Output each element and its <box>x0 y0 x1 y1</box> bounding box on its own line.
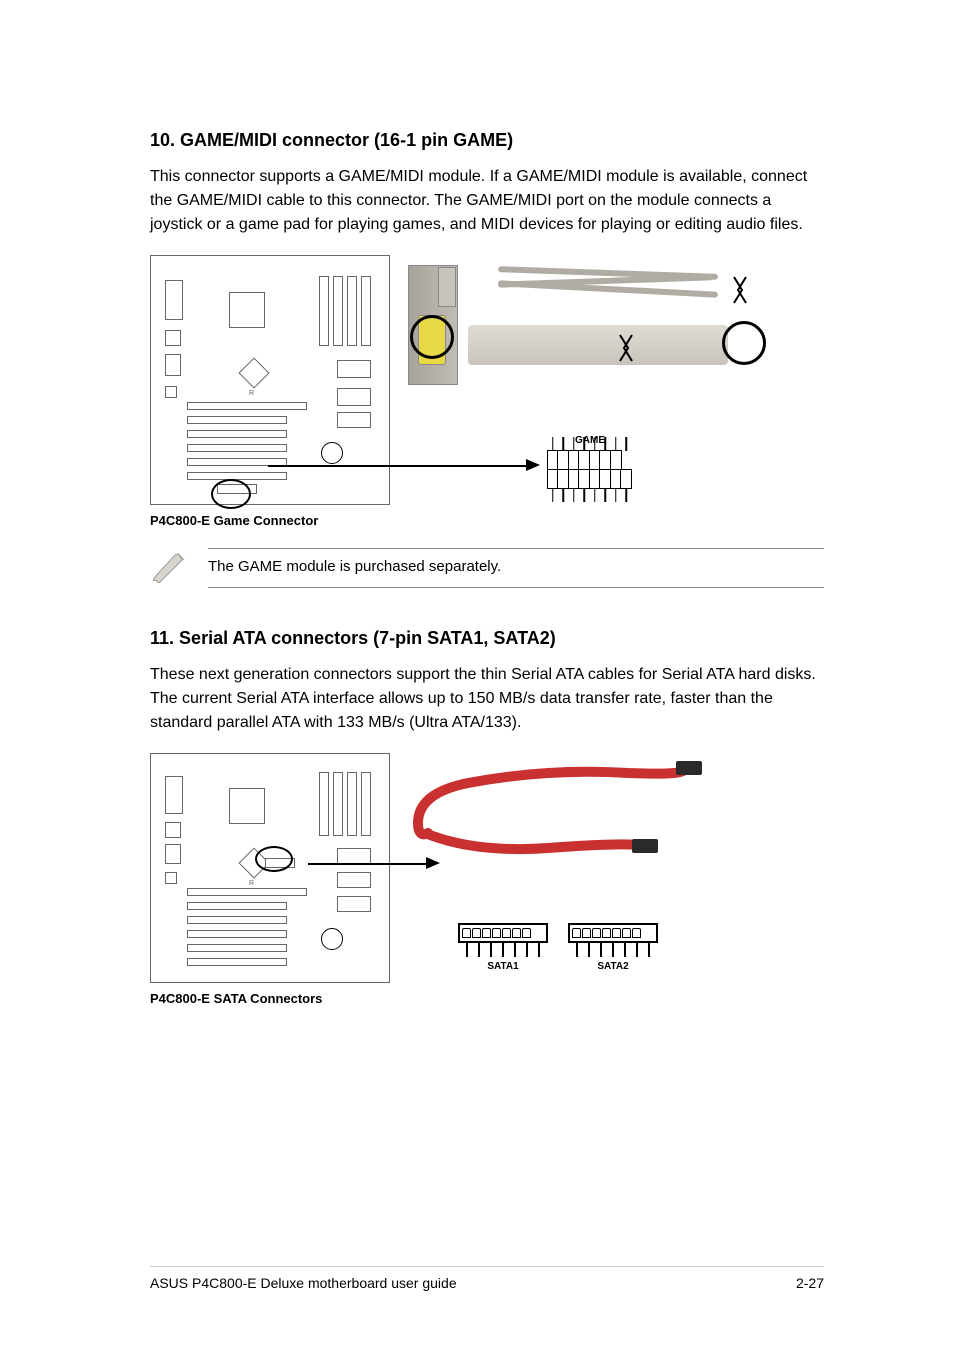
callout-arrow <box>268 465 528 467</box>
note-game: The GAME module is purchased separately. <box>150 548 824 588</box>
sata-cable-image <box>408 753 708 873</box>
sata-connector-highlight <box>255 846 293 872</box>
section-11-heading: 11. Serial ATA connectors (7-pin SATA1, … <box>150 628 824 649</box>
section-title: Serial ATA connectors (7-pin SATA1, SATA… <box>179 628 556 648</box>
sata2-label: SATA2 <box>568 961 658 972</box>
section-10-body: This connector supports a GAME/MIDI modu… <box>150 165 824 237</box>
connector-photo-area: GAME <box>408 255 824 385</box>
figure-sata-connector: R P4C800-E SATA Connectors <box>150 753 824 1006</box>
cable-end-circle <box>722 321 766 365</box>
motherboard-diagram: R P4C800-E Game Connector <box>150 255 390 528</box>
footer-left: ASUS P4C800-E Deluxe motherboard user gu… <box>150 1275 457 1291</box>
section-11: 11. Serial ATA connectors (7-pin SATA1, … <box>150 628 824 1006</box>
section-number: 11. <box>150 628 174 648</box>
sata-pin-diagrams: SATA1 SATA2 <box>458 923 658 972</box>
note-text: The GAME module is purchased separately. <box>208 548 824 585</box>
figure-game-connector: R P4C800-E Game Connector <box>150 255 824 528</box>
note-icon <box>150 550 190 586</box>
sata2-connector: SATA2 <box>568 923 658 972</box>
section-11-body: These next generation connectors support… <box>150 663 824 735</box>
game-connector-highlight <box>211 479 251 509</box>
sata1-label: SATA1 <box>458 961 548 972</box>
callout-arrow-sata <box>308 863 428 865</box>
motherboard-diagram-sata: R P4C800-E SATA Connectors <box>150 753 390 1006</box>
section-10-heading: 10. GAME/MIDI connector (16-1 pin GAME) <box>150 130 824 151</box>
connector-label: GAME <box>548 435 632 446</box>
sata-photo-area: SATA1 SATA2 <box>408 753 824 873</box>
figure-caption-game: P4C800-E Game Connector <box>150 513 390 528</box>
section-10: 10. GAME/MIDI connector (16-1 pin GAME) … <box>150 130 824 588</box>
sata1-connector: SATA1 <box>458 923 548 972</box>
section-number: 10. <box>150 130 175 150</box>
footer-right: 2-27 <box>796 1275 824 1291</box>
figure-caption-sata: P4C800-E SATA Connectors <box>150 991 390 1006</box>
page-footer: ASUS P4C800-E Deluxe motherboard user gu… <box>150 1266 824 1291</box>
game-pin-diagram: GAME <box>548 435 632 489</box>
game-port-circle <box>410 315 454 359</box>
section-title: GAME/MIDI connector (16-1 pin GAME) <box>180 130 513 150</box>
page-content: 10. GAME/MIDI connector (16-1 pin GAME) … <box>0 0 954 1351</box>
